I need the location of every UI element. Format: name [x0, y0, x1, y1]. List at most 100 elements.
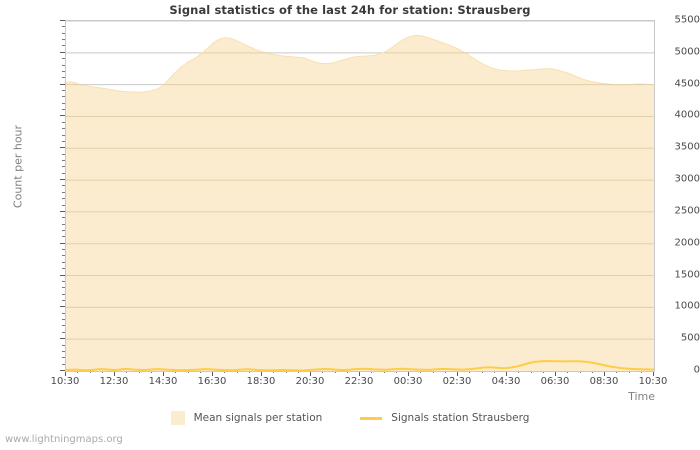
y-tick-mark-minor	[62, 287, 65, 289]
x-tick-label: 02:30	[442, 376, 472, 387]
y-tick-mark-minor	[62, 331, 65, 333]
y-tick-label: 1000	[674, 300, 700, 312]
watermark: www.lightningmaps.org	[5, 434, 123, 445]
x-tick-mark	[457, 370, 458, 376]
x-tick-mark	[163, 370, 164, 376]
y-tick-mark-minor	[62, 363, 65, 365]
y-tick-mark	[60, 147, 65, 149]
y-tick-mark-minor	[62, 350, 65, 352]
y-tick-mark-minor	[62, 185, 65, 187]
x-tick-label: 10:30	[50, 376, 80, 387]
y-tick-mark-minor	[62, 261, 65, 263]
y-tick-mark-minor	[62, 236, 65, 238]
x-tick-label: 22:30	[344, 376, 374, 387]
y-tick-mark-minor	[62, 325, 65, 327]
chart-title: Signal statistics of the last 24h for st…	[169, 3, 531, 17]
y-tick-mark	[60, 306, 65, 308]
y-tick-mark-minor	[62, 45, 65, 47]
x-tick-label: 12:30	[99, 376, 129, 387]
x-tick-mark	[604, 370, 605, 376]
x-tick-mark	[310, 370, 311, 376]
y-tick-label: 1500	[674, 269, 700, 281]
legend-item-strausberg: Signals station Strausberg	[360, 412, 529, 424]
y-tick-label: 3500	[674, 141, 700, 153]
legend-item-mean-signals: Mean signals per station	[170, 411, 323, 425]
y-tick-label: 3000	[674, 173, 700, 185]
y-tick-label: 2500	[674, 205, 700, 217]
y-tick-label: 5500	[674, 14, 700, 26]
y-tick-mark-minor	[62, 77, 65, 79]
y-tick-mark-minor	[62, 319, 65, 321]
y-tick-mark-minor	[62, 109, 65, 111]
x-tick-label: 10:30	[638, 376, 668, 387]
chart-legend: Mean signals per station Signals station…	[0, 411, 700, 425]
x-tick-mark	[408, 370, 409, 376]
x-tick-mark	[506, 370, 507, 376]
plot-canvas	[66, 21, 654, 371]
y-tick-mark-minor	[62, 204, 65, 206]
x-tick-mark	[65, 370, 66, 376]
y-tick-mark	[60, 83, 65, 85]
y-tick-mark-minor	[62, 102, 65, 104]
y-tick-mark-minor	[62, 90, 65, 91]
y-tick-mark-minor	[62, 255, 65, 257]
y-tick-mark	[60, 242, 65, 244]
y-tick-mark	[60, 210, 65, 212]
y-tick-mark-minor	[62, 217, 65, 219]
y-tick-mark-minor	[62, 268, 65, 270]
y-tick-mark-minor	[62, 293, 65, 295]
x-tick-mark	[261, 370, 262, 376]
x-tick-label: 14:30	[148, 376, 178, 387]
area-series-mean-signals	[66, 35, 654, 371]
y-tick-mark	[60, 20, 65, 21]
line-swatch-icon	[360, 416, 383, 420]
y-tick-mark-minor	[62, 280, 65, 282]
y-tick-label: 500	[680, 332, 700, 344]
y-tick-mark	[60, 274, 65, 276]
y-tick-mark-minor	[62, 134, 65, 136]
x-tick-label: 06:30	[540, 376, 570, 387]
y-tick-mark	[60, 51, 65, 53]
y-tick-mark-minor	[62, 39, 65, 41]
y-tick-label: 4000	[674, 109, 700, 121]
legend-label-mean-signals: Mean signals per station	[193, 412, 323, 424]
area-swatch-icon	[170, 411, 185, 425]
y-axis-label: Count per hour	[11, 124, 25, 209]
y-tick-mark-minor	[62, 96, 65, 98]
y-tick-label: 2000	[674, 237, 700, 249]
line-series-strausberg	[66, 360, 654, 371]
x-tick-label: 04:30	[491, 376, 521, 387]
x-tick-mark	[212, 370, 213, 376]
x-tick-label: 20:30	[295, 376, 325, 387]
y-tick-mark	[60, 115, 65, 117]
y-tick-label: 4500	[674, 78, 700, 90]
y-tick-mark-minor	[62, 121, 65, 123]
y-tick-mark	[60, 338, 65, 340]
y-tick-mark	[60, 370, 65, 371]
x-tick-label: 00:30	[393, 376, 423, 387]
y-tick-mark-minor	[62, 153, 65, 155]
y-tick-mark-minor	[62, 128, 65, 130]
y-tick-mark-minor	[62, 58, 65, 60]
y-tick-mark	[60, 179, 65, 181]
y-tick-mark-minor	[62, 70, 65, 72]
y-tick-mark-minor	[62, 26, 65, 28]
x-tick-mark	[359, 370, 360, 376]
x-tick-label: 08:30	[589, 376, 619, 387]
y-tick-mark-minor	[62, 198, 65, 200]
gridlines-over-fill	[66, 52, 654, 340]
x-tick-label: 18:30	[246, 376, 276, 387]
x-axis-label: Time	[628, 390, 655, 403]
y-tick-label: 0	[693, 364, 700, 376]
x-tick-mark	[653, 370, 654, 376]
y-tick-label: 5000	[674, 46, 700, 58]
y-tick-mark-minor	[62, 223, 65, 225]
x-tick-mark	[114, 370, 115, 376]
y-tick-mark-minor	[62, 230, 65, 231]
y-tick-mark-minor	[62, 160, 65, 161]
y-tick-mark-minor	[62, 166, 65, 168]
legend-label-strausberg: Signals station Strausberg	[391, 412, 530, 424]
y-tick-mark-minor	[62, 312, 65, 314]
y-tick-mark-minor	[62, 32, 65, 34]
